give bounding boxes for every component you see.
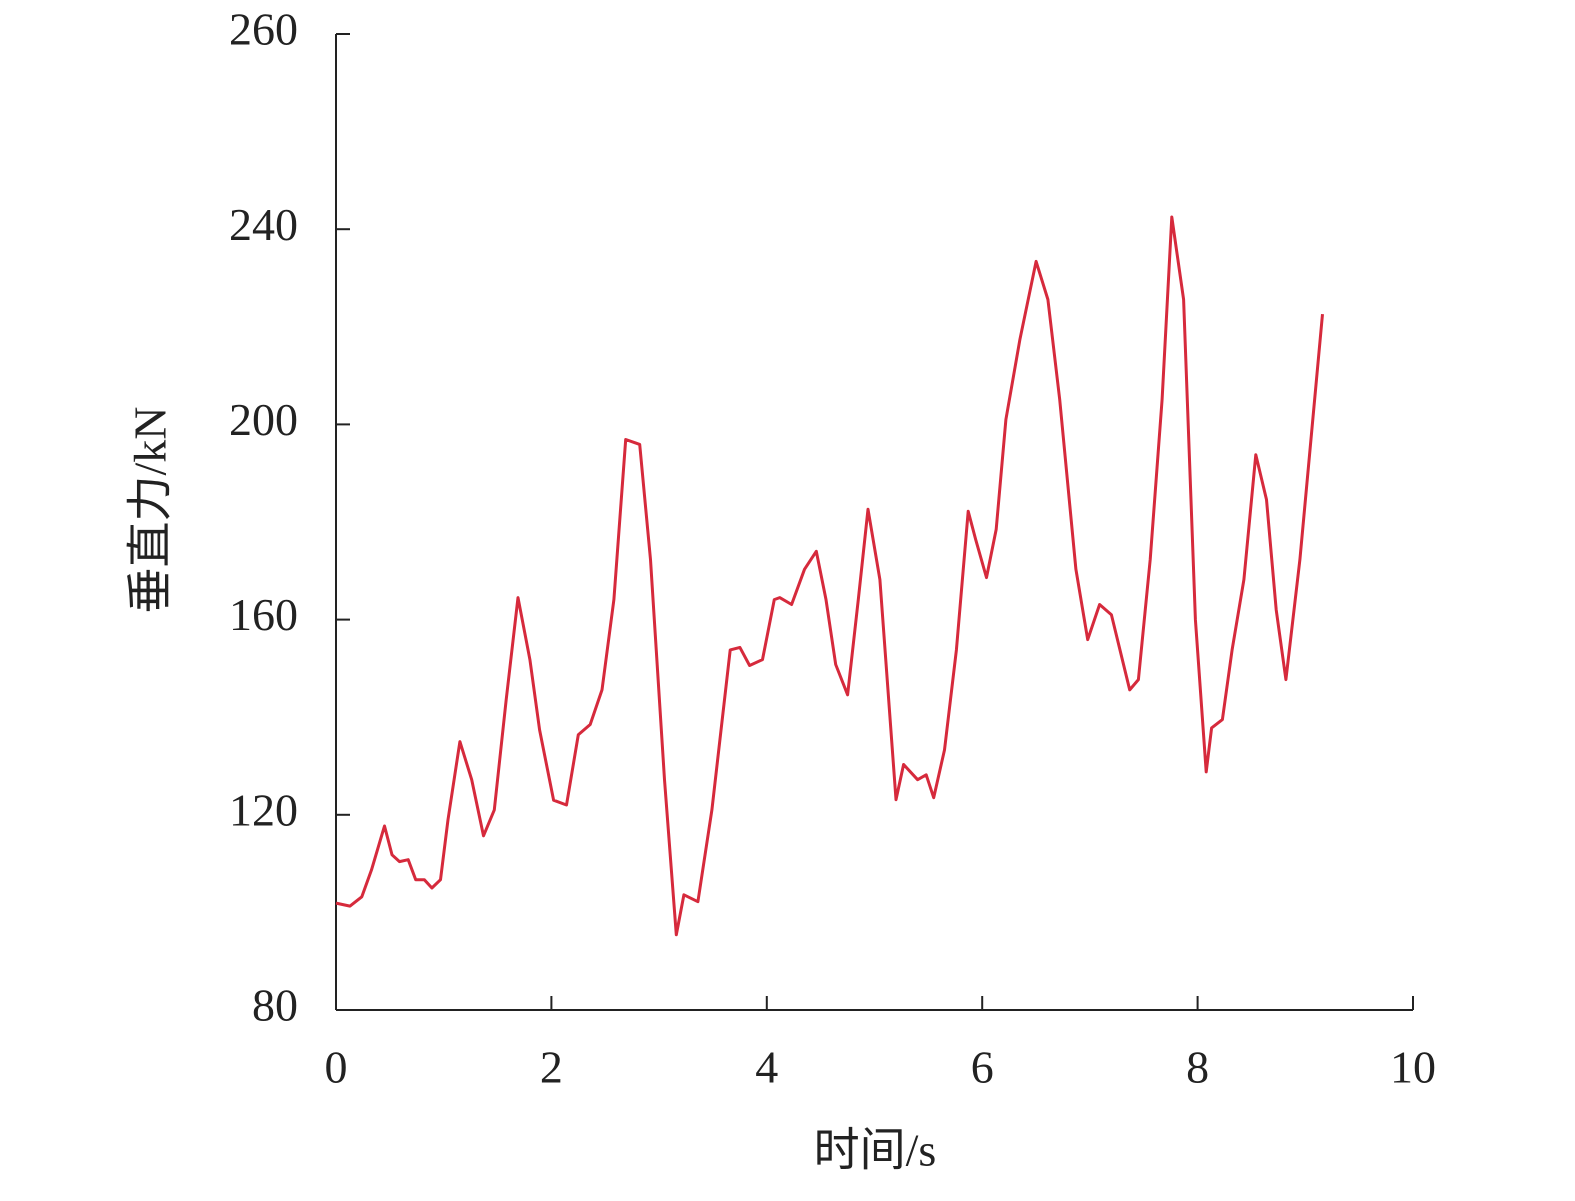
y-tick-label: 240 [229,199,298,250]
x-tick-label: 10 [1390,1042,1436,1093]
x-axis-label: 时间/s [814,1125,937,1176]
line-series [335,215,1324,937]
x-tick-label: 0 [325,1042,348,1093]
x-tick-label: 8 [1186,1042,1209,1093]
x-tick-label: 2 [540,1042,563,1093]
y-axis-label: 垂直力/kN [125,407,176,614]
x-tick-label: 4 [755,1042,778,1093]
y-tick-label: 80 [252,980,298,1031]
y-tick-label: 120 [229,784,298,835]
y-tick-label: 260 [229,4,298,55]
x-tick-label: 6 [971,1042,994,1093]
y-tick-label: 160 [229,589,298,640]
y-tick-label: 200 [229,394,298,445]
